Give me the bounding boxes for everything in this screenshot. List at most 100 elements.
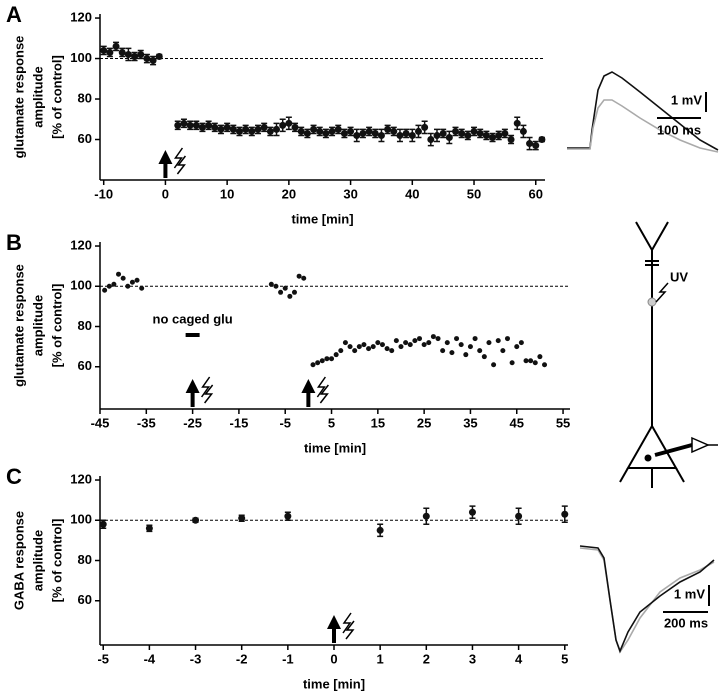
x-tick-label: 5 [328,415,335,430]
data-point [235,127,243,135]
data-point [316,127,324,135]
lightning-icon [319,384,329,404]
lightning-icon [176,155,187,175]
data-point [291,289,297,295]
x-tick-label: 50 [467,186,481,201]
data-point [131,53,139,61]
data-point [422,512,430,520]
scale-label: 1 mV [671,92,702,107]
y-tick-label: 100 [70,50,92,65]
y-axis-label: [% of control] [49,284,64,368]
data-point [495,338,501,344]
x-tick-label: 35 [463,415,477,430]
data-point [476,129,484,137]
x-tick-label: 15 [371,415,385,430]
data-point [402,129,410,137]
x-tick-label: 25 [417,415,431,430]
data-point [273,125,281,133]
data-point [139,285,145,291]
y-axis-label: [% of control] [49,519,64,603]
x-tick-label: 2 [423,651,430,666]
data-point [481,354,487,360]
data-point [371,129,379,137]
data-point [366,346,372,352]
data-point [297,127,305,135]
data-point [333,352,339,358]
x-tick-label: -3 [190,651,202,666]
inset-traces-c [579,545,715,654]
scale-label: 1 mV [674,586,705,601]
x-tick-label: 1 [377,651,384,666]
data-point [100,46,108,54]
x-tick-label: 0 [162,186,169,201]
data-point [491,362,497,368]
x-axis-label: time [min] [303,676,365,691]
data-point [134,277,140,283]
x-tick-label: -10 [94,186,113,201]
y-tick-label: 120 [70,9,92,24]
x-tick-label: -45 [91,415,110,430]
data-point [118,48,126,56]
data-point [254,125,262,133]
data-point [229,125,237,133]
data-point [393,338,399,344]
data-point [338,348,344,354]
y-tick-label: 80 [78,90,92,105]
y-tick-label: 60 [78,358,92,373]
data-point [513,119,521,127]
data-point [470,127,478,135]
data-point [315,360,321,366]
x-tick-label: -1 [282,651,294,666]
data-point [370,344,376,350]
annotation: no caged glu [153,311,233,326]
data-point [285,119,293,127]
data-point [99,520,107,528]
data-point [106,48,114,56]
y-tick-label: 100 [70,512,92,527]
data-point [324,356,330,362]
data-point [198,123,206,131]
data-point [174,121,182,129]
data-point [125,283,131,289]
data-point [310,125,318,133]
data-point [417,336,423,342]
data-point [145,524,153,532]
data-point [440,348,446,354]
data-point [532,142,540,150]
data-point [452,127,460,135]
y-axis-label: amplitude [30,295,45,356]
data-point [376,526,384,534]
data-point [279,121,287,129]
x-tick-label: 60 [529,186,543,201]
data-point [155,53,163,61]
data-point [137,50,145,58]
data-point [414,127,422,135]
data-point [542,362,548,368]
data-point [353,131,361,139]
data-point [427,136,435,144]
data-point [322,129,330,137]
data-point [296,273,302,279]
stimulus-arrow [185,379,200,407]
x-tick-label: -25 [183,415,202,430]
x-tick-label: -15 [230,415,249,430]
lightning-icon [200,376,211,398]
data-point [518,340,524,346]
y-axis-label: GABA response [11,511,26,610]
data-point [463,352,469,358]
scale-label: 100 ms [657,122,701,137]
data-point [211,123,219,131]
data-point [102,287,108,293]
lightning-icon [342,612,352,634]
inset-traces-a [567,71,719,153]
neuron-diagram [619,221,718,488]
x-tick-label: 3 [469,651,476,666]
panel-letter: B [6,230,22,255]
lightning-icon [173,147,184,169]
data-point [143,55,151,63]
data-point [538,136,546,144]
x-tick-label: 45 [510,415,524,430]
data-point [501,129,509,137]
x-tick-label: -2 [236,651,248,666]
data-point [192,516,200,524]
